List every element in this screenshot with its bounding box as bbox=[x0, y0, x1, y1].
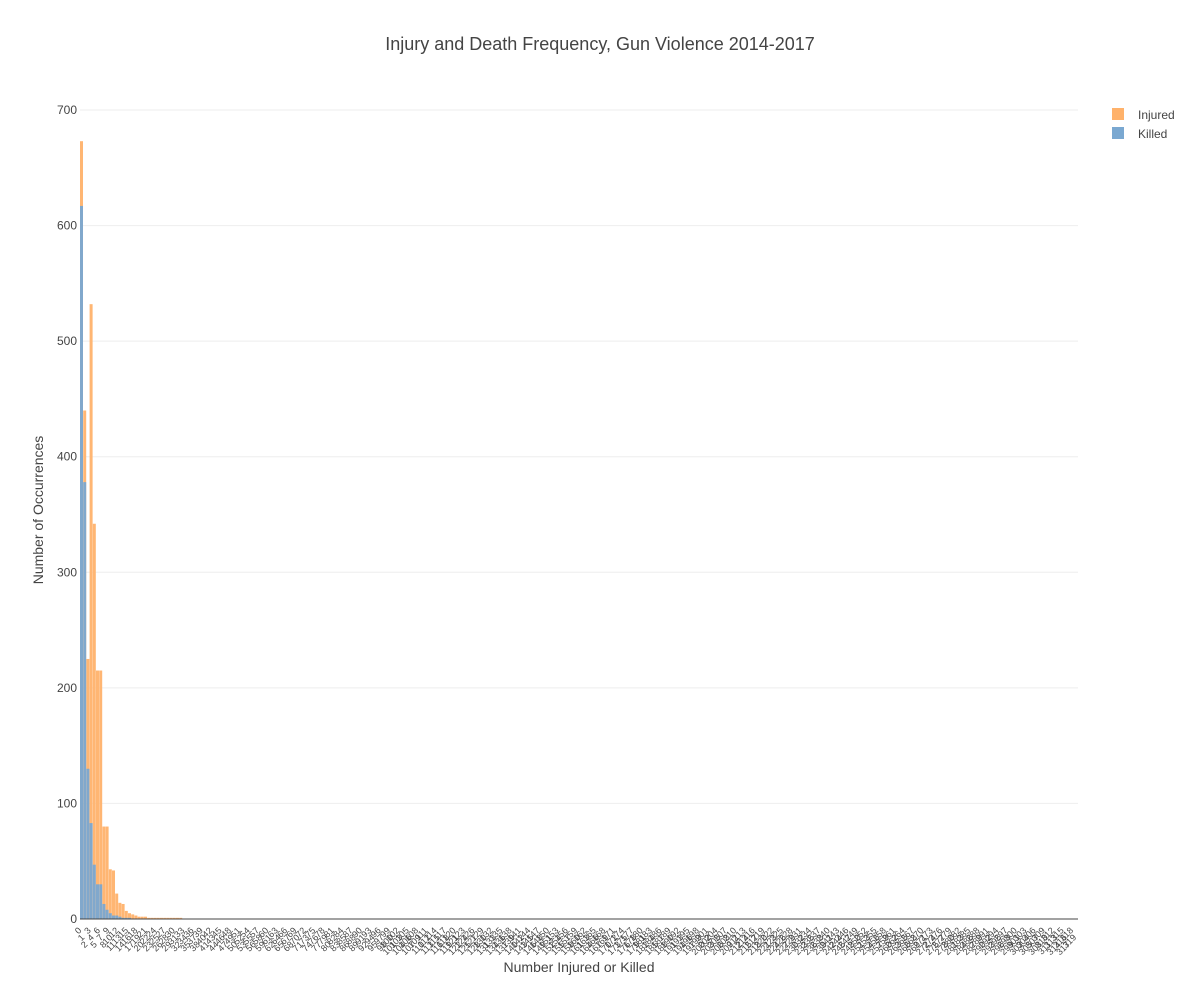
y-axis-label: Number of Occurrences bbox=[30, 436, 46, 585]
bar-injured[interactable] bbox=[124, 910, 128, 919]
bar-injured[interactable] bbox=[147, 917, 151, 919]
y-tick-label: 500 bbox=[57, 334, 77, 348]
legend-label-injured[interactable]: Injured bbox=[1138, 108, 1175, 122]
bar-injured[interactable] bbox=[128, 913, 131, 919]
bar-killed[interactable] bbox=[102, 903, 106, 919]
bar-killed[interactable] bbox=[99, 884, 103, 919]
bar-injured[interactable] bbox=[153, 917, 157, 919]
bar-injured[interactable] bbox=[134, 915, 138, 919]
y-tick-label: 100 bbox=[57, 796, 77, 810]
bar-injured[interactable] bbox=[89, 304, 93, 919]
bar-killed[interactable] bbox=[112, 915, 115, 919]
x-tick-label: 7 bbox=[95, 932, 106, 943]
x-tick-label: 5 bbox=[88, 939, 99, 950]
y-tick-label: 200 bbox=[57, 681, 77, 695]
bar-injured[interactable] bbox=[118, 902, 122, 919]
bar-killed[interactable] bbox=[108, 913, 112, 919]
bar-injured[interactable] bbox=[92, 523, 96, 919]
legend-label-killed[interactable]: Killed bbox=[1138, 127, 1167, 141]
x-tick-label: 6 bbox=[91, 925, 102, 936]
bar-injured[interactable] bbox=[169, 917, 173, 919]
y-tick-label: 0 bbox=[70, 912, 77, 926]
gridlines bbox=[80, 109, 1078, 804]
bar-injured[interactable] bbox=[172, 917, 176, 919]
bar-injured[interactable] bbox=[179, 917, 183, 919]
bar-injured[interactable] bbox=[105, 826, 109, 919]
bar-killed[interactable] bbox=[115, 915, 119, 919]
bar-injured[interactable] bbox=[144, 916, 147, 919]
bar-injured[interactable] bbox=[99, 670, 103, 919]
bar-killed[interactable] bbox=[121, 917, 125, 919]
x-tick-label: 0 bbox=[73, 925, 84, 936]
y-tick-label: 400 bbox=[57, 450, 77, 464]
bar-killed[interactable] bbox=[96, 884, 99, 919]
bar-injured[interactable] bbox=[131, 914, 135, 919]
y-tick-label: 300 bbox=[57, 565, 77, 579]
bar-injured[interactable] bbox=[160, 917, 163, 919]
bar-injured[interactable] bbox=[140, 916, 144, 919]
bar-injured[interactable] bbox=[96, 670, 99, 919]
bars bbox=[80, 141, 183, 920]
bar-injured[interactable] bbox=[108, 869, 112, 919]
bar-injured[interactable] bbox=[137, 916, 141, 919]
bar-killed[interactable] bbox=[124, 917, 128, 919]
chart-title: Injury and Death Frequency, Gun Violence… bbox=[385, 34, 815, 54]
bar-killed[interactable] bbox=[105, 909, 109, 919]
x-tick-labels: 0123456789101112131415161718192021222324… bbox=[73, 925, 1079, 957]
bar-injured[interactable] bbox=[156, 917, 160, 919]
bar-killed[interactable] bbox=[128, 917, 131, 919]
legend: Injured Killed bbox=[1112, 108, 1175, 141]
y-tick-label: 700 bbox=[57, 103, 77, 117]
bar-killed[interactable] bbox=[118, 916, 122, 919]
bar-injured[interactable] bbox=[163, 917, 167, 919]
bar-killed[interactable] bbox=[83, 482, 87, 919]
x-tick-label: 3 bbox=[82, 925, 93, 936]
y-tick-labels: 0 100 200 300 400 500 600 700 bbox=[57, 103, 77, 926]
x-tick-label: 9 bbox=[101, 925, 112, 936]
legend-swatch-injured[interactable] bbox=[1112, 108, 1124, 120]
x-tick-label: 1 bbox=[76, 932, 87, 943]
bar-killed[interactable] bbox=[86, 768, 90, 919]
x-tick-label: 2 bbox=[79, 939, 90, 950]
bar-injured[interactable] bbox=[150, 917, 154, 919]
bar-killed[interactable] bbox=[92, 864, 96, 919]
bar-injured[interactable] bbox=[102, 826, 106, 919]
bar-killed[interactable] bbox=[80, 205, 83, 920]
bar-killed[interactable] bbox=[89, 823, 93, 919]
x-axis-label: Number Injured or Killed bbox=[504, 959, 655, 975]
x-tick-label: 8 bbox=[98, 939, 109, 950]
y-tick-label: 600 bbox=[57, 219, 77, 233]
bar-injured[interactable] bbox=[166, 917, 170, 919]
bar-injured[interactable] bbox=[115, 893, 119, 919]
bar-injured[interactable] bbox=[121, 903, 125, 919]
bar-injured[interactable] bbox=[176, 917, 179, 919]
x-tick-label: 4 bbox=[85, 932, 96, 943]
bar-injured[interactable] bbox=[112, 870, 115, 919]
legend-swatch-killed[interactable] bbox=[1112, 127, 1124, 139]
